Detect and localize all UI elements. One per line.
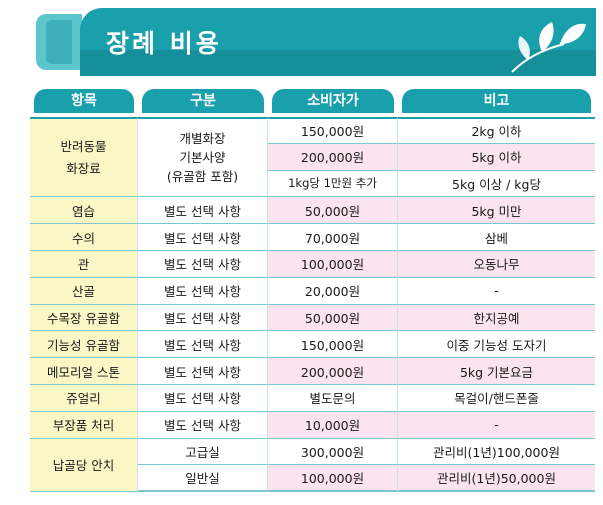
- item-cell: 반려동물 화장료: [30, 117, 138, 198]
- type-cell: 별도 선택 사항: [138, 250, 268, 278]
- price-cell: 20,000원: [268, 277, 398, 305]
- note-cell: 목걸이/핸드폰줄: [398, 384, 595, 412]
- banner-tab: [36, 14, 82, 70]
- table-row: 납골당 안치 고급실 300,000원 관리비(1년)100,000원: [30, 438, 595, 493]
- item-cell: 수목장 유골함: [30, 304, 138, 332]
- type-cell: 별도 선택 사항: [138, 224, 268, 251]
- note-cell: 이중 기능성 도자기: [398, 331, 595, 359]
- table-row: 200,000원 5kg 이하: [30, 143, 595, 171]
- price-cell: 200,000원: [268, 143, 398, 171]
- type-cell: 별도 선택 사항: [138, 358, 268, 385]
- note-cell: 2kg 이하: [398, 117, 595, 144]
- item-cell: 쥬얼리: [30, 384, 138, 412]
- column-header-note: 비고: [398, 88, 595, 117]
- note-cell: 관리비(1년)50,000원: [398, 465, 595, 493]
- item-cell: 염습: [30, 197, 138, 225]
- note-cell: 관리비(1년)100,000원: [398, 438, 595, 466]
- type-cell: 별도 선택 사항: [138, 304, 268, 332]
- price-cell: 50,000원: [268, 197, 398, 225]
- banner-bar: [80, 8, 596, 76]
- price-cell: 50,000원: [268, 304, 398, 332]
- table-row: 수의 별도 선택 사항 70,000원 삼베: [30, 224, 595, 251]
- table-row: 부장품 처리 별도 선택 사항 10,000원 -: [30, 411, 595, 439]
- table-row: 수목장 유골함 별도 선택 사항 50,000원 한지공예: [30, 304, 595, 332]
- column-header-item: 항목: [30, 88, 138, 117]
- type-cell: 별도 선택 사항: [138, 331, 268, 359]
- note-cell: 한지공예: [398, 304, 595, 332]
- table-row: 기능성 유골함 별도 선택 사항 150,000원 이중 기능성 도자기: [30, 331, 595, 359]
- funeral-cost-table: 항목 구분 소비자가 비고 반려동물 화장료 개별화장 기본사양 (유골함 포함…: [30, 88, 595, 493]
- title-banner: 장례 비용: [36, 8, 596, 76]
- price-cell: 200,000원: [268, 358, 398, 385]
- item-cell: 수의: [30, 224, 138, 251]
- page-title: 장례 비용: [106, 29, 222, 58]
- price-cell: 150,000원: [268, 331, 398, 359]
- note-cell: 삼베: [398, 224, 595, 251]
- price-cell: 100,000원: [268, 250, 398, 278]
- price-cell: 300,000원: [268, 438, 398, 466]
- type-cell: 고급실: [138, 438, 268, 466]
- column-header-type: 구분: [138, 88, 268, 117]
- table-row: 관 별도 선택 사항 100,000원 오동나무: [30, 250, 595, 278]
- note-cell: 5kg 이하: [398, 143, 595, 171]
- note-cell: -: [398, 411, 595, 439]
- type-cell: 개별화장 기본사양 (유골함 포함): [138, 117, 268, 198]
- item-cell: 납골당 안치: [30, 438, 138, 493]
- note-cell: -: [398, 277, 595, 305]
- item-cell: 산골: [30, 277, 138, 305]
- price-cell: 70,000원: [268, 224, 398, 251]
- note-cell: 오동나무: [398, 250, 595, 278]
- table-row: 1kg당 1만원 추가 5kg 이상 / kg당: [30, 170, 595, 198]
- table-row: 염습 별도 선택 사항 50,000원 5kg 미만: [30, 197, 595, 225]
- item-cell: 부장품 처리: [30, 411, 138, 439]
- note-cell: 5kg 기본요금: [398, 358, 595, 385]
- type-cell: 일반실: [138, 465, 268, 493]
- table-row: 산골 별도 선택 사항 20,000원 -: [30, 277, 595, 305]
- table-row: 쥬얼리 별도 선택 사항 별도문의 목걸이/핸드폰줄: [30, 384, 595, 412]
- type-cell: 별도 선택 사항: [138, 384, 268, 412]
- price-cell: 별도문의: [268, 384, 398, 412]
- item-cell: 기능성 유골함: [30, 331, 138, 359]
- type-cell: 별도 선택 사항: [138, 197, 268, 225]
- sprout-leaf-icon: [511, 22, 586, 73]
- price-cell: 100,000원: [268, 465, 398, 493]
- price-cell: 1kg당 1만원 추가: [268, 170, 398, 198]
- price-cell: 150,000원: [268, 117, 398, 144]
- item-cell: 메모리얼 스톤: [30, 358, 138, 385]
- note-cell: 5kg 이상 / kg당: [398, 170, 595, 198]
- price-cell: 10,000원: [268, 411, 398, 439]
- column-header-price: 소비자가: [268, 88, 398, 117]
- type-cell: 별도 선택 사항: [138, 277, 268, 305]
- item-cell: 관: [30, 250, 138, 278]
- type-cell: 별도 선택 사항: [138, 411, 268, 439]
- table-row: 반려동물 화장료 개별화장 기본사양 (유골함 포함) 150,000원 2kg…: [30, 117, 595, 198]
- table-row: 메모리얼 스톤 별도 선택 사항 200,000원 5kg 기본요금: [30, 358, 595, 385]
- table-row: 일반실 100,000원 관리비(1년)50,000원: [30, 465, 595, 493]
- note-cell: 5kg 미만: [398, 197, 595, 225]
